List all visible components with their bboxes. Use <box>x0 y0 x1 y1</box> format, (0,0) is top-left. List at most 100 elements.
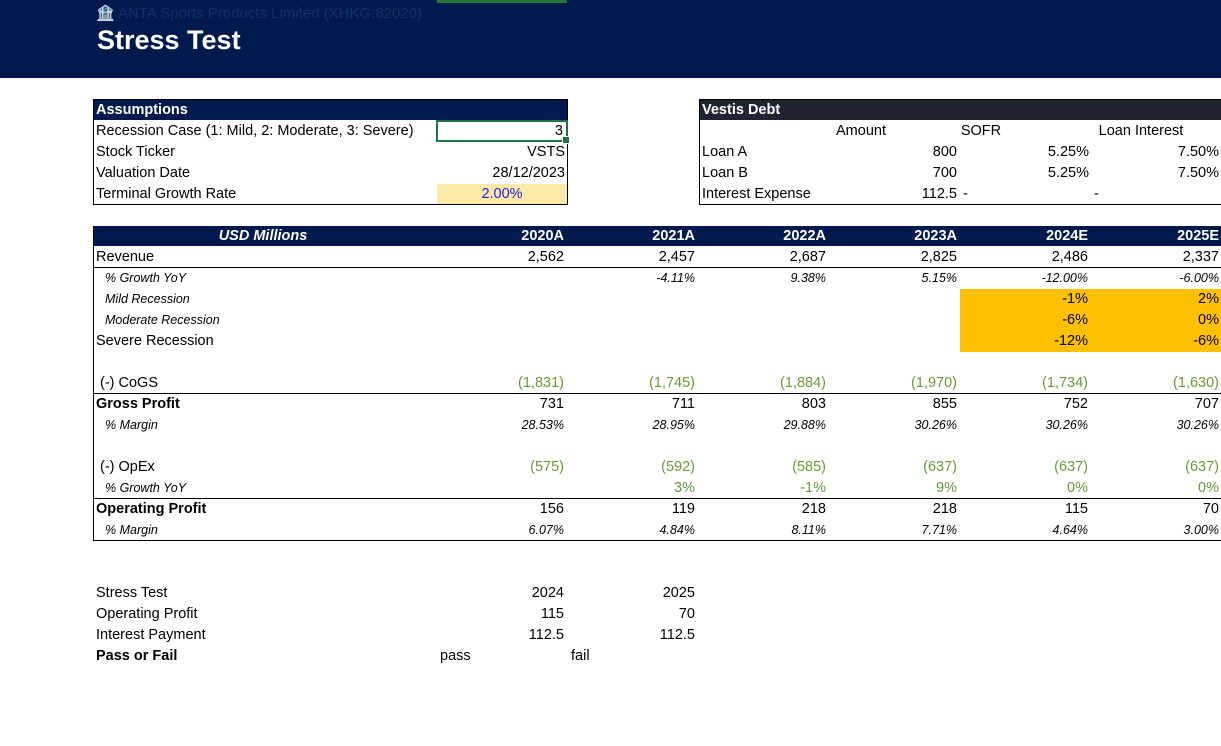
company-name[interactable]: 🏦 ANTA Sports Products Limited (XHKG:820… <box>96 4 422 22</box>
opex-2020a[interactable]: (575) <box>530 459 564 475</box>
op-profit-2023a[interactable]: 218 <box>932 501 957 517</box>
debt-col-sofr[interactable]: SOFR <box>960 123 1002 139</box>
loan-b-sofr[interactable]: 5.25% <box>1047 165 1089 181</box>
pass-fail-label[interactable]: Pass or Fail <box>96 648 178 664</box>
loan-a-interest[interactable]: 7.50% <box>1177 144 1219 160</box>
gross-profit-2025e[interactable]: 707 <box>1194 396 1219 412</box>
opex-growth-2025e[interactable]: 0% <box>1198 480 1219 496</box>
gross-margin-2021a[interactable]: 28.95% <box>652 418 695 432</box>
terminal-growth-value[interactable]: 2.00% <box>481 186 523 202</box>
interest-expense-sofr[interactable]: - <box>963 186 968 202</box>
interest-expense-label[interactable]: Interest Expense <box>702 186 811 202</box>
growth-2023a[interactable]: 5.15% <box>921 271 957 285</box>
year-2021a[interactable]: 2021A <box>652 228 695 244</box>
ticker-value[interactable]: VSTS <box>527 144 565 160</box>
op-profit-2022a[interactable]: 218 <box>801 501 826 517</box>
opex-growth-2024e[interactable]: 0% <box>1067 480 1088 496</box>
growth-2025e[interactable]: -6.00% <box>1179 271 1219 285</box>
opex-2024e[interactable]: (637) <box>1054 459 1088 475</box>
stress-year-2025[interactable]: 2025 <box>662 585 695 601</box>
growth-label[interactable]: % Growth YoY <box>105 271 187 285</box>
stress-interest-2024[interactable]: 112.5 <box>528 627 564 643</box>
opex-growth-2023a[interactable]: 9% <box>936 480 957 496</box>
valuation-date-value[interactable]: 28/12/2023 <box>492 165 565 181</box>
severe-2024e[interactable]: -12% <box>1054 333 1088 349</box>
revenue-label[interactable]: Revenue <box>96 249 155 265</box>
growth-2024e[interactable]: -12.00% <box>1041 271 1088 285</box>
cogs-label[interactable]: (-) CoGS <box>100 375 158 391</box>
debt-header[interactable]: Vestis Debt <box>699 100 1221 120</box>
stress-interest-2025[interactable]: 112.5 <box>659 627 695 643</box>
cogs-2022a[interactable]: (1,884) <box>780 375 826 391</box>
op-profit-label[interactable]: Operating Profit <box>96 501 207 517</box>
cogs-2024e[interactable]: (1,734) <box>1042 375 1088 391</box>
revenue-2025e[interactable]: 2,337 <box>1182 249 1219 265</box>
gross-profit-label[interactable]: Gross Profit <box>96 396 180 412</box>
gross-margin-2024e[interactable]: 30.26% <box>1045 418 1088 432</box>
gross-margin-2020a[interactable]: 28.53% <box>521 418 564 432</box>
stress-year-2024[interactable]: 2024 <box>531 585 564 601</box>
op-margin-2023a[interactable]: 7.71% <box>921 523 957 537</box>
revenue-2020a[interactable]: 2,562 <box>527 249 564 265</box>
year-2025e[interactable]: 2025E <box>1177 228 1219 244</box>
op-margin-2020a[interactable]: 6.07% <box>528 523 564 537</box>
op-profit-2020a[interactable]: 156 <box>539 501 564 517</box>
loan-b-interest[interactable]: 7.50% <box>1177 165 1219 181</box>
debt-col-interest[interactable]: Loan Interest <box>1098 123 1184 139</box>
gross-profit-2022a[interactable]: 803 <box>801 396 826 412</box>
stress-interest-label[interactable]: Interest Payment <box>96 627 206 643</box>
severe-label[interactable]: Severe Recession <box>96 333 214 349</box>
year-2022a[interactable]: 2022A <box>783 228 826 244</box>
year-2020a[interactable]: 2020A <box>521 228 564 244</box>
opex-growth-label[interactable]: % Growth YoY <box>105 481 187 495</box>
recession-case-value[interactable]: 3 <box>554 123 563 139</box>
op-margin-2022a[interactable]: 8.11% <box>791 523 826 537</box>
stress-op-profit-2025[interactable]: 70 <box>678 606 695 622</box>
opex-2023a[interactable]: (637) <box>923 459 957 475</box>
op-margin-2021a[interactable]: 4.84% <box>659 523 695 537</box>
cogs-2020a[interactable]: (1,831) <box>518 375 564 391</box>
loan-b-amount[interactable]: 700 <box>932 165 957 181</box>
severe-2025e[interactable]: -6% <box>1193 333 1219 349</box>
assumption-label-case[interactable]: Recession Case (1: Mild, 2: Moderate, 3:… <box>96 123 414 139</box>
gross-margin-2023a[interactable]: 30.26% <box>914 418 957 432</box>
revenue-2024e[interactable]: 2,486 <box>1051 249 1088 265</box>
interest-expense-amount[interactable]: 112.5 <box>921 186 957 202</box>
loan-a-label[interactable]: Loan A <box>702 144 748 160</box>
moderate-2025e[interactable]: 0% <box>1198 312 1219 328</box>
opex-growth-2021a[interactable]: 3% <box>674 480 695 496</box>
revenue-2023a[interactable]: 2,825 <box>920 249 957 265</box>
gross-margin-2022a[interactable]: 29.88% <box>783 418 826 432</box>
assumption-label-ticker[interactable]: Stock Ticker <box>96 144 175 160</box>
cogs-2023a[interactable]: (1,970) <box>911 375 957 391</box>
opex-2021a[interactable]: (592) <box>661 459 695 475</box>
gross-profit-2020a[interactable]: 731 <box>539 396 564 412</box>
op-profit-2025e[interactable]: 70 <box>1202 501 1219 517</box>
gross-profit-2023a[interactable]: 855 <box>932 396 957 412</box>
assumption-label-date[interactable]: Valuation Date <box>96 165 191 181</box>
gross-margin-2025e[interactable]: 30.26% <box>1176 418 1219 432</box>
loan-b-label[interactable]: Loan B <box>702 165 748 181</box>
cogs-2025e[interactable]: (1,630) <box>1173 375 1219 391</box>
pass-fail-2025[interactable]: fail <box>571 648 590 664</box>
debt-col-amount[interactable]: Amount <box>836 123 886 139</box>
stress-op-profit-label[interactable]: Operating Profit <box>96 606 198 622</box>
gross-profit-2024e[interactable]: 752 <box>1063 396 1088 412</box>
unit-label[interactable]: USD Millions <box>218 228 308 244</box>
revenue-2022a[interactable]: 2,687 <box>789 249 826 265</box>
loan-a-sofr[interactable]: 5.25% <box>1047 144 1089 160</box>
loan-a-amount[interactable]: 800 <box>932 144 957 160</box>
year-2024e[interactable]: 2024E <box>1046 228 1088 244</box>
opex-2022a[interactable]: (585) <box>792 459 826 475</box>
op-profit-2024e[interactable]: 115 <box>1064 501 1088 517</box>
stress-test-label[interactable]: Stress Test <box>96 585 168 601</box>
op-profit-2021a[interactable]: 119 <box>671 501 695 517</box>
gross-margin-label[interactable]: % Margin <box>105 418 158 432</box>
assumptions-header[interactable]: Assumptions <box>93 100 568 120</box>
op-margin-2025e[interactable]: 3.00% <box>1183 523 1219 537</box>
op-margin-label[interactable]: % Margin <box>105 523 158 537</box>
assumption-label-tgr[interactable]: Terminal Growth Rate <box>96 186 237 202</box>
opex-growth-2022a[interactable]: -1% <box>800 480 826 496</box>
moderate-label[interactable]: Moderate Recession <box>105 313 220 327</box>
page-title[interactable]: Stress Test <box>97 25 241 55</box>
